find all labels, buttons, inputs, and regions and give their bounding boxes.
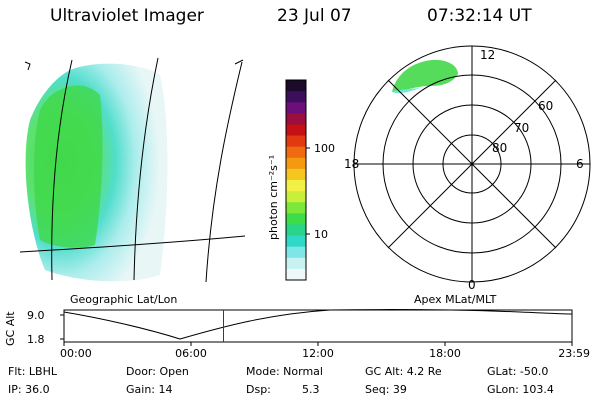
polar-aurora-edge [392, 88, 420, 94]
colorbar-cell [286, 202, 306, 214]
colorbar-cell [286, 191, 306, 203]
altitude-xtick-label: 06:00 [175, 347, 207, 360]
colorbar: 100 10 photon cm⁻²s⁻¹ [267, 79, 335, 281]
altitude-xtick-label: 12:00 [302, 347, 334, 360]
coastline [24, 61, 31, 71]
longitude-line [205, 61, 243, 283]
info-seq: Seq: 39 [365, 383, 407, 396]
altitude-xtick-label: 18:00 [429, 347, 461, 360]
colorbar-cell [286, 257, 306, 270]
info-filter: Flt: LBHL [8, 365, 57, 378]
info-door: Door: Open [126, 365, 189, 378]
polar-plot-label: Apex MLat/MLT [414, 293, 497, 306]
colorbar-cell [286, 246, 306, 259]
colorbar-cell [286, 113, 306, 125]
colorbar-cell [286, 268, 306, 281]
geographic-map [20, 57, 245, 283]
colorbar-tick-label: 100 [314, 142, 335, 155]
info-gc-alt: GC Alt: 4.2 Re [365, 365, 442, 378]
mlt-label-midnight: 0 [468, 278, 476, 292]
colorbar-cell [286, 124, 306, 137]
colorbar-cell [286, 80, 306, 92]
altitude-ylabel: GC Alt [4, 311, 17, 346]
longitude-line [133, 57, 159, 281]
colorbar-cell [286, 146, 306, 159]
latitude-line [20, 235, 245, 253]
colorbar-cell [286, 235, 306, 248]
mlt-label-dusk: 18 [344, 157, 359, 171]
mlat-label-70: 70 [514, 121, 529, 135]
colorbar-cell [286, 135, 306, 148]
info-glat: GLat: -50.0 [487, 365, 549, 378]
mlat-label-80: 80 [492, 141, 507, 155]
coastline [234, 59, 244, 65]
colorbar-cell [286, 168, 306, 181]
mlat-label-60: 60 [538, 99, 553, 113]
info-gain: Gain: 14 [126, 383, 173, 396]
colorbar-tick-label: 10 [314, 228, 328, 241]
aurora-core-region [34, 85, 103, 248]
longitude-line [51, 59, 73, 281]
mlt-label-dawn: 6 [576, 157, 584, 171]
app-title: Ultraviolet Imager [50, 6, 204, 26]
altitude-xtick-label: 00:00 [60, 347, 92, 360]
mlt-label-noon: 12 [480, 48, 495, 62]
colorbar-cell [286, 157, 306, 170]
geo-map-label: Geographic Lat/Lon [70, 293, 177, 306]
altitude-xtick-label: 23:59 [558, 347, 590, 360]
colorbar-cell [286, 213, 306, 225]
colorbar-cell [286, 180, 306, 192]
polar-aurora-region [392, 59, 458, 92]
info-dsp-value: 5.3 [302, 383, 320, 396]
colorbar-scale [286, 80, 306, 281]
colorbar-cell [286, 102, 306, 114]
info-mode: Mode: Normal [246, 365, 323, 378]
altitude-curve [63, 309, 573, 340]
colorbar-unit-label: photon cm⁻²s⁻¹ [267, 155, 280, 240]
colorbar-cell [286, 91, 306, 103]
polar-plot: 12 18 6 0 60 70 80 [344, 45, 591, 292]
altitude-plot: 9.0 1.8 GC Alt 00:00 06:00 12:00 18:00 23:59 [4, 309, 590, 360]
altitude-ytick: 1.8 [27, 333, 45, 346]
altitude-ytick: 9.0 [27, 309, 45, 322]
colorbar-cell [286, 224, 306, 237]
info-glon: GLon: 103.4 [487, 383, 554, 396]
date-label: 23 Jul 07 [277, 6, 352, 26]
info-ip: IP: 36.0 [8, 383, 50, 396]
info-dsp-label: Dsp: [246, 383, 271, 396]
time-label: 07:32:14 UT [427, 6, 532, 26]
